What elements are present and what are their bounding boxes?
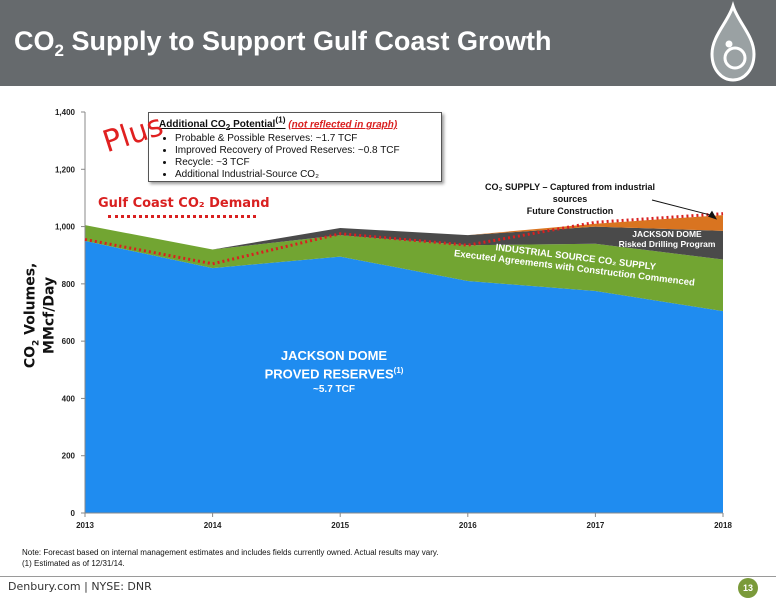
y-tick-label: 1,000 (55, 223, 76, 232)
arrow-head (708, 210, 717, 220)
axes (84, 112, 723, 514)
footnote-line2: (1) Estimated as of 12/31/14. (22, 559, 125, 568)
footer-text: Denbury.com | NYSE: DNR (8, 580, 152, 593)
y-tick-label: 600 (62, 337, 76, 346)
additional-potential-box: Additional CO2 Potential(1) (not reflect… (148, 112, 442, 182)
risked-line2: Risked Drilling Program (618, 239, 716, 249)
x-tick-label: 2013 (76, 521, 94, 530)
x-tick-label: 2016 (459, 521, 477, 530)
risked-drilling-label: JACKSON DOME Risked Drilling Program (612, 229, 722, 249)
title-bar: CO2 Supply to Support Gulf Coast Growth (0, 0, 776, 86)
y-tick-label: 800 (62, 280, 76, 289)
y-tick-label: 0 (71, 509, 76, 518)
y-tick-label: 1,400 (55, 108, 76, 117)
future-supply-line2: Future Construction (526, 206, 614, 216)
jackson-dome-area (85, 240, 723, 513)
footer-divider (0, 576, 776, 577)
list-item: Recycle: ~3 TCF (175, 157, 441, 169)
series-areas (85, 215, 723, 513)
gulf-demand-label: Gulf Coast CO₂ Demand (98, 196, 270, 211)
x-tick-label: 2014 (204, 521, 222, 530)
jackson-dome-line1: JACKSON DOME (280, 348, 388, 363)
y-tick-labels: 0 200 400 600 800 1,000 1,200 1,400 (55, 108, 85, 518)
x-tick-label: 2018 (714, 521, 732, 530)
page-title: CO2 Supply to Support Gulf Coast Growth (14, 26, 552, 60)
supply-arrow (651, 199, 717, 220)
list-item: Improved Recovery of Proved Reserves: ~0… (175, 145, 441, 157)
y-axis-label: CO2 Volumes, MMcf/Day (22, 262, 58, 369)
y-tick-label: 200 (62, 452, 76, 461)
footnote: Note: Forecast based on internal managem… (22, 547, 439, 569)
additional-potential-title: Additional CO2 Potential(1) (not reflect… (159, 115, 398, 133)
list-item: Additional Industrial-Source CO₂ (175, 169, 441, 181)
x-tick-labels: 2013 2014 2015 2016 2017 2018 (76, 513, 732, 530)
jackson-dome-tcf: ~5.7 TCF (313, 384, 355, 395)
demand-line (84, 212, 724, 266)
jackson-dome-label: JACKSON DOME PROVED RESERVES(1) (228, 348, 440, 381)
x-tick-label: 2017 (587, 521, 605, 530)
risked-drilling-area (85, 225, 723, 260)
risked-line1: JACKSON DOME (632, 229, 702, 239)
arrow-line (651, 199, 714, 217)
jackson-dome-line2: PROVED RESERVES(1) (264, 366, 404, 382)
future-supply-label: CO₂ SUPPLY – Captured from industrial so… (470, 181, 670, 217)
gulf-demand-line (84, 212, 724, 266)
x-tick-label: 2015 (331, 521, 349, 530)
y-tick-label: 400 (62, 394, 76, 403)
future-supply-line1: CO₂ SUPPLY – Captured from industrial so… (484, 182, 656, 204)
additional-potential-list: Probable & Possible Reserves: ~1.7 TCF I… (159, 133, 441, 181)
drop-logo-icon (710, 0, 756, 82)
gulf-demand-legend-line (108, 215, 256, 218)
footnote-line1: Note: Forecast based on internal managem… (22, 548, 439, 557)
y-tick-label: 1,200 (55, 165, 76, 174)
list-item: Probable & Possible Reserves: ~1.7 TCF (175, 133, 441, 145)
industrial-supply-area (85, 225, 723, 312)
page-number: 13 (738, 578, 758, 598)
